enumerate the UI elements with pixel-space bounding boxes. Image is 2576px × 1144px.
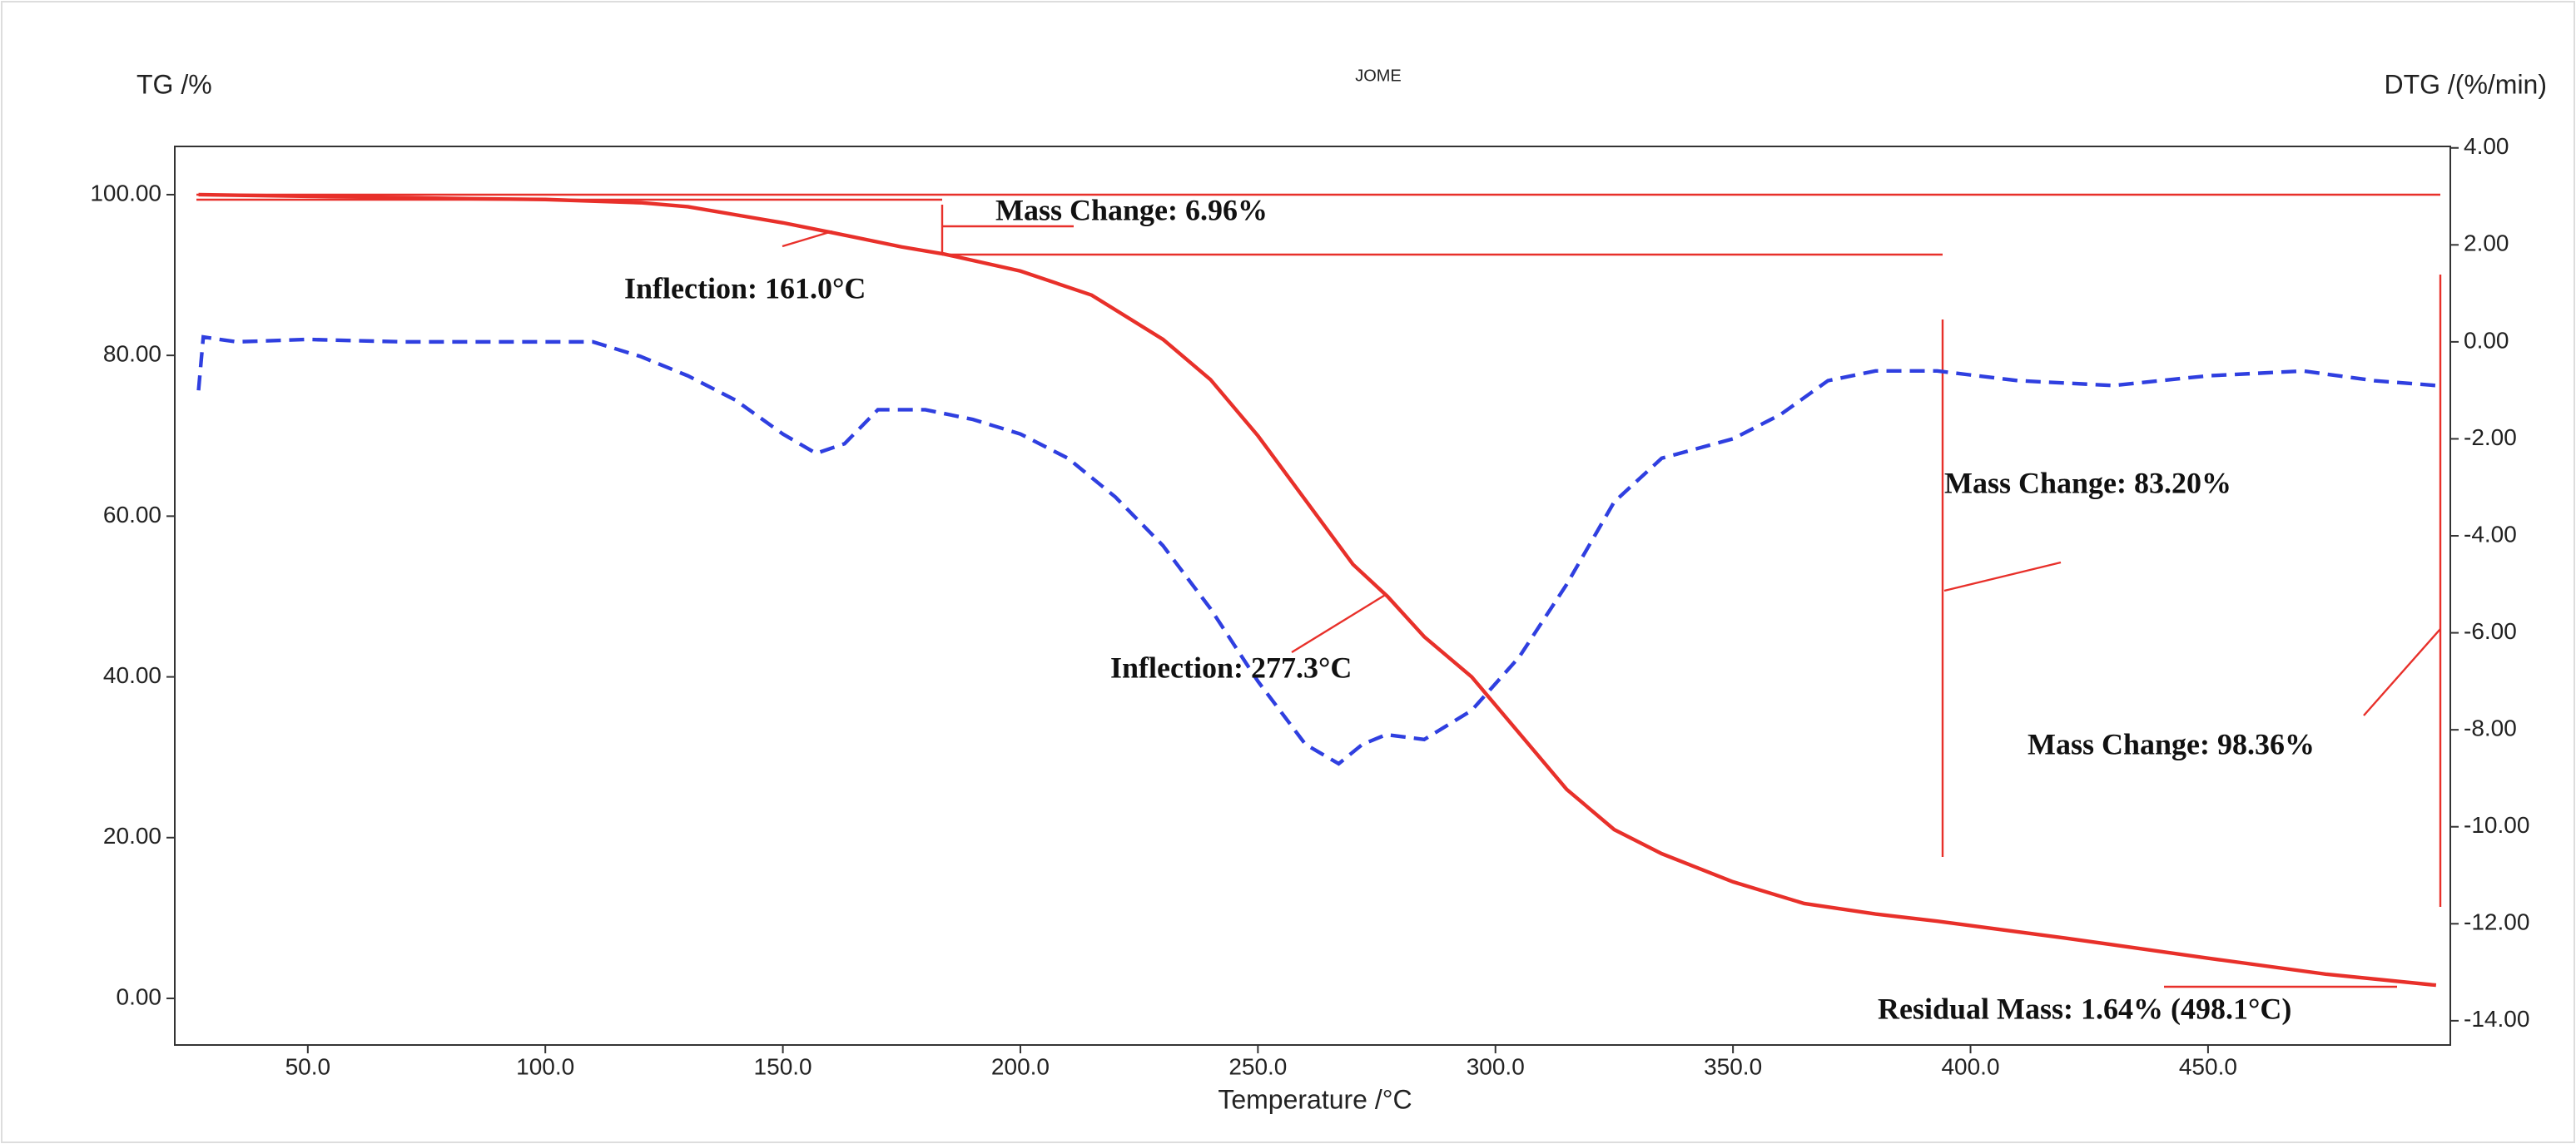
y-tick-label: 40.00 bbox=[103, 662, 161, 688]
y2-tick-label: -2.00 bbox=[2464, 424, 2517, 450]
annotation: Residual Mass: 1.64% (498.1°C) bbox=[1878, 992, 2291, 1025]
annotation: Mass Change: 98.36% bbox=[2028, 727, 2315, 760]
x-tick-label: 150.0 bbox=[754, 1053, 812, 1079]
series-line bbox=[198, 192, 2437, 988]
y2-tick-label: -8.00 bbox=[2464, 716, 2517, 741]
x-tick-label: 450.0 bbox=[2179, 1053, 2237, 1079]
y-tick-label: 0.00 bbox=[117, 983, 162, 1009]
x-tick-label: 200.0 bbox=[991, 1053, 1050, 1079]
annotation: Inflection: 277.3°C bbox=[1110, 651, 1352, 684]
y-tick-label: 20.00 bbox=[103, 823, 161, 849]
y2-tick-label: -14.00 bbox=[2464, 1006, 2529, 1032]
plot-frame bbox=[174, 146, 2451, 1046]
annotation: Mass Change: 83.20% bbox=[1944, 466, 2231, 499]
annotation: Mass Change: 6.96% bbox=[995, 193, 1268, 226]
annotation: Inflection: 161.0°C bbox=[624, 271, 866, 305]
x-tick-label: 250.0 bbox=[1228, 1053, 1287, 1079]
x-axis-label: Temperature /°C bbox=[1218, 1084, 1412, 1114]
y2-axis-label: DTG /(%/min) bbox=[2384, 69, 2547, 99]
y2-tick-label: 2.00 bbox=[2464, 230, 2509, 256]
y-tick-label: 100.00 bbox=[90, 180, 161, 206]
x-tick-label: 100.0 bbox=[516, 1053, 574, 1079]
x-tick-label: 400.0 bbox=[1941, 1053, 1999, 1079]
y-tick-label: 60.00 bbox=[103, 502, 161, 527]
chart-title: JOME bbox=[1355, 67, 1402, 85]
y-tick-label: 80.00 bbox=[103, 341, 161, 367]
x-tick-label: 300.0 bbox=[1467, 1053, 1525, 1079]
series-line bbox=[196, 334, 2437, 766]
y2-tick-label: -4.00 bbox=[2464, 521, 2517, 547]
x-tick-label: 50.0 bbox=[285, 1053, 331, 1079]
y-axis-label: TG /% bbox=[136, 69, 212, 99]
annotation-lines bbox=[196, 193, 2442, 988]
x-tick-label: 350.0 bbox=[1704, 1053, 1762, 1079]
y2-tick-label: -10.00 bbox=[2464, 812, 2529, 838]
y2-tick-label: -6.00 bbox=[2464, 618, 2517, 644]
y2-tick-label: 0.00 bbox=[2464, 327, 2509, 353]
y2-tick-label: -12.00 bbox=[2464, 909, 2529, 935]
y2-tick-label: 4.00 bbox=[2464, 133, 2509, 159]
